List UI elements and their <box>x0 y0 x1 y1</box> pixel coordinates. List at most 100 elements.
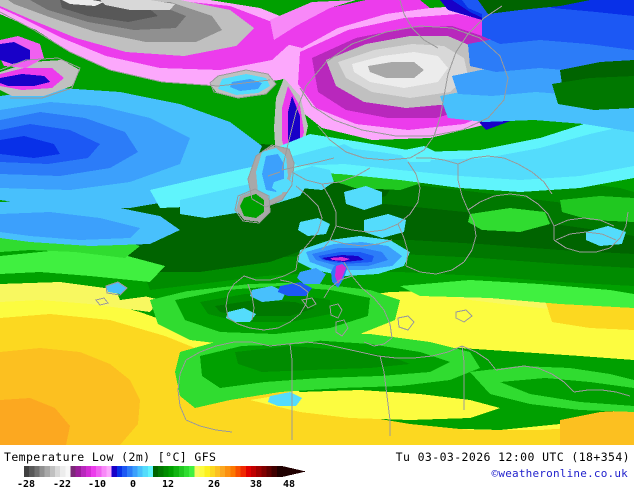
colorbar-swatch <box>168 466 175 477</box>
colorbar-swatch <box>261 466 268 477</box>
temperature-raster-map[interactable] <box>0 0 634 445</box>
colorbar-swatch <box>251 466 257 477</box>
colorbar-swatch <box>178 466 185 477</box>
colorbar-swatch <box>111 466 118 477</box>
colorbar-swatch <box>209 466 216 477</box>
colorbar-swatch <box>44 466 51 477</box>
colorbar-max-arrow <box>282 466 306 477</box>
green-east-north2 <box>552 76 634 110</box>
temperature-colorbar[interactable]: -28 -22 -10 0 12 26 38 48 <box>0 465 330 490</box>
colorbar-swatch <box>122 466 128 477</box>
band-palegold-west <box>0 282 160 312</box>
cyan-pocket-denmark <box>326 144 356 162</box>
arctic-blue-east3 <box>482 2 634 50</box>
green-far-north <box>478 0 590 14</box>
colorbar-swatch <box>24 466 30 477</box>
colorbar-swatch <box>271 466 278 477</box>
colorbar-tick-labels: -28 -22 -10 0 12 26 38 48 <box>17 479 295 490</box>
colorbar-swatch <box>137 466 144 477</box>
colorbar-swatch <box>153 466 159 477</box>
colorbar-swatch <box>39 466 46 477</box>
greenland-white-patch2 <box>100 0 175 10</box>
band-brightgreen-west <box>0 250 165 282</box>
band-green-patch-east <box>468 208 550 232</box>
band-yellow-sahara <box>250 390 500 420</box>
colorbar-tick-label: 12 <box>162 479 174 490</box>
colorbar-swatch <box>60 466 66 477</box>
colorbar-tick-label: 26 <box>208 479 220 490</box>
colorbar-swatch <box>34 466 41 477</box>
band-blue4-atlantic <box>0 212 140 240</box>
cyan-pocket-iberia2 <box>226 308 256 322</box>
colorbar-swatch <box>240 466 247 477</box>
colorbar-tick-label: 38 <box>250 479 262 490</box>
blue-pocket-spain <box>278 282 312 296</box>
baltic-cyan2 <box>286 124 634 180</box>
colorbar-swatch <box>225 466 231 477</box>
colorbar-swatch <box>54 466 61 477</box>
valid-time-label: Tu 03-03-2026 12:00 UTC (18+354) <box>395 450 630 464</box>
colorbar-swatch <box>96 466 102 477</box>
colorbar-swatch <box>70 466 77 477</box>
weather-map-panel[interactable] <box>0 0 634 445</box>
scandinavia-north-pink <box>270 0 356 40</box>
colorbar-svg[interactable]: -28 -22 -10 0 12 26 38 48 <box>0 465 330 490</box>
colorbar-swatch <box>266 466 273 477</box>
country-borders <box>0 0 631 440</box>
colorbar-swatches <box>24 466 283 477</box>
colorbar-swatch <box>230 466 237 477</box>
colorbar-swatch <box>101 466 108 477</box>
copyright-label: ©weatheronline.co.uk <box>491 467 628 480</box>
colorbar-swatch <box>106 466 113 477</box>
colorbar-swatch <box>85 466 92 477</box>
colorbar-swatch <box>256 466 262 477</box>
cyan-pocket-atlas <box>268 392 302 406</box>
scandinavia-coldest <box>368 62 424 78</box>
colorbar-swatch <box>235 466 242 477</box>
map-footer: Temperature Low (2m) [°C] GFS Tu 03-03-2… <box>0 445 634 490</box>
colorbar-tick-label: 0 <box>130 479 136 490</box>
alps-magenta <box>330 257 350 261</box>
colorbar-swatch <box>132 466 139 477</box>
band-brightgreen-south-europe <box>400 280 634 308</box>
colorbar-swatch <box>183 466 190 477</box>
colorbar-swatch <box>204 466 211 477</box>
colorbar-swatch <box>29 466 35 477</box>
colorbar-tick-label: -10 <box>88 479 106 490</box>
colorbar-swatch <box>80 466 87 477</box>
band-green-patch-east2 <box>560 196 634 222</box>
cyan-pocket-france <box>298 218 330 236</box>
colorbar-swatch <box>116 466 123 477</box>
colorbar-swatch <box>276 466 283 477</box>
band-orange-southeast <box>560 410 634 445</box>
colorbar-tick-label: -22 <box>53 479 71 490</box>
colorbar-swatch <box>147 466 154 477</box>
band-deepgreen-atlas <box>235 346 410 372</box>
colorbar-tick-label: 48 <box>283 479 295 490</box>
band-darkgreen-ne-africa <box>500 378 634 406</box>
colorbar-swatch <box>220 466 226 477</box>
cyan-pocket-pyrenees <box>297 268 326 284</box>
colorbar-tick-label: -28 <box>17 479 35 490</box>
colorbar-swatch <box>245 466 252 477</box>
band-gold-south <box>0 314 634 445</box>
cyan-pocket-uk2 <box>272 178 294 192</box>
band-orange-deep-west <box>0 398 70 445</box>
colorbar-swatch <box>142 466 149 477</box>
colorbar-swatch <box>75 466 82 477</box>
cyan-pocket-azores <box>106 282 126 294</box>
colorbar-swatch <box>65 466 72 477</box>
colorbar-swatch <box>173 466 180 477</box>
greenland-white-patch <box>62 0 104 6</box>
cyan-pocket-germany <box>344 186 382 210</box>
colorbar-swatch <box>158 466 164 477</box>
colorbar-swatch <box>189 466 195 477</box>
cyan-pocket-spain <box>250 286 286 302</box>
greenland-south-blue <box>0 74 50 86</box>
colorbar-swatch <box>49 466 56 477</box>
cyan-pocket-danube <box>364 214 406 238</box>
greenland-west-deepblue <box>0 42 30 64</box>
colorbar-swatch <box>214 466 221 477</box>
colorbar-swatch <box>91 466 97 477</box>
